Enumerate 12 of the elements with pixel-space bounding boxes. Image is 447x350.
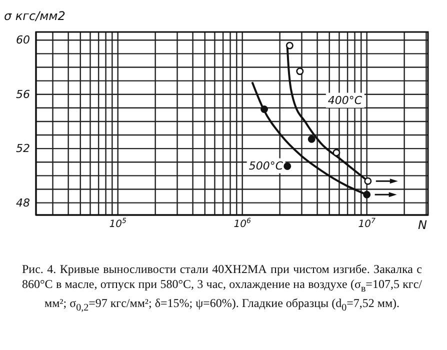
y-axis-title: σ кгс/мм2 <box>4 9 66 23</box>
x-axis-title: N <box>418 218 427 232</box>
x-tick-label: 10$^{5}$ <box>109 217 127 230</box>
x-tick-label: 10$^{6}$ <box>234 217 252 230</box>
y-tick-label: 48 <box>16 196 30 210</box>
text: Рис. 4. Кривые выносливости стали 40ХН2МА при чистом изгибе. Закалка с 860°С в масле, отпуск при 580°С, 3 час, охлаждение на воздухе (σ$_{в}$=107,5 кгс/мм²; σ$_{0,2}$=97 кгс/мм²; δ=15%; ψ=60%). Гладкие образцы (d$_{0}$=7,52 мм). <box>22 262 422 314</box>
x-tick-label: 10$^{7}$ <box>358 217 376 230</box>
y-tick-label: 56 <box>16 88 30 101</box>
text: 400°C <box>328 94 362 107</box>
y-tick-label: 52 <box>16 142 30 156</box>
series-label: 500°C <box>248 159 284 172</box>
y-tick-label: 60 <box>16 34 30 47</box>
